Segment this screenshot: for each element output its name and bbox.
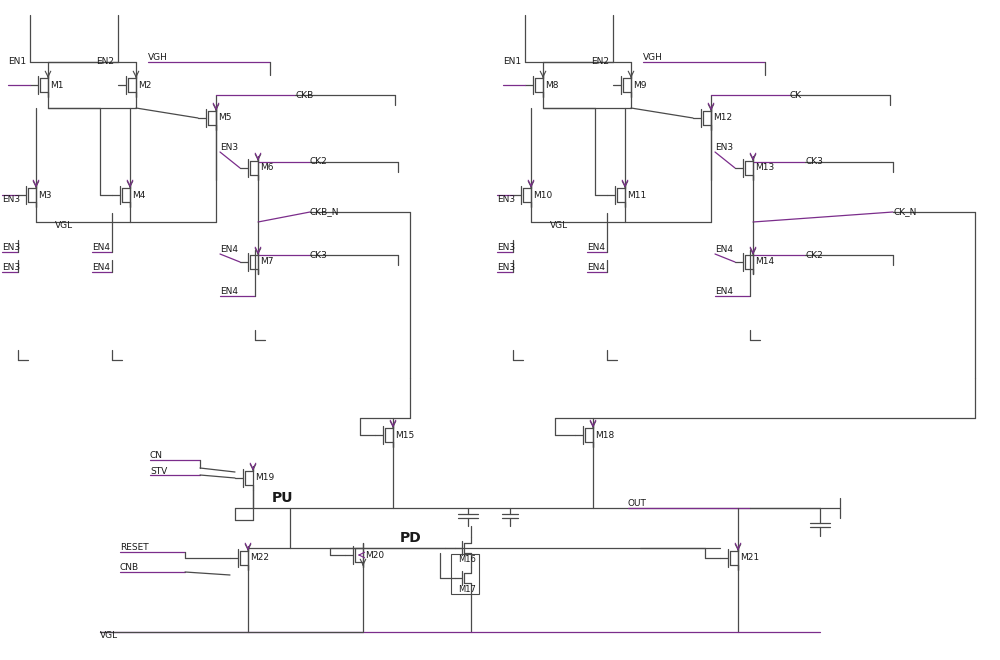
Text: M22: M22 <box>250 554 269 562</box>
Text: EN2: EN2 <box>96 57 114 67</box>
Text: EN1: EN1 <box>8 57 26 67</box>
Text: EN3: EN3 <box>497 263 515 273</box>
Text: M8: M8 <box>545 81 558 90</box>
Text: CK_N: CK_N <box>893 207 916 216</box>
Text: EN4: EN4 <box>220 246 238 255</box>
Text: VGH: VGH <box>643 53 663 63</box>
Text: VGL: VGL <box>55 222 73 230</box>
Text: M20: M20 <box>365 550 384 560</box>
Text: VGL: VGL <box>100 632 118 640</box>
Text: EN4: EN4 <box>92 244 110 253</box>
Text: M14: M14 <box>755 257 774 267</box>
Text: M10: M10 <box>533 191 552 199</box>
Text: M17: M17 <box>458 585 476 595</box>
Text: CK2: CK2 <box>310 158 328 166</box>
Text: STV: STV <box>150 467 167 477</box>
Text: PD: PD <box>400 531 422 545</box>
Text: M15: M15 <box>395 430 414 440</box>
Text: CKB_N: CKB_N <box>310 207 340 216</box>
Text: EN4: EN4 <box>715 246 733 255</box>
Text: CN: CN <box>150 451 163 461</box>
Text: M21: M21 <box>740 554 759 562</box>
Text: M6: M6 <box>260 164 274 172</box>
Text: CK2: CK2 <box>805 251 823 259</box>
Text: EN3: EN3 <box>2 263 20 273</box>
Bar <box>451 554 479 594</box>
Text: VGH: VGH <box>148 53 168 63</box>
Text: EN3: EN3 <box>715 143 733 152</box>
Text: EN3: EN3 <box>220 143 238 152</box>
Text: M7: M7 <box>260 257 274 267</box>
Text: EN2: EN2 <box>591 57 609 67</box>
Text: M16: M16 <box>458 556 476 564</box>
Text: EN4: EN4 <box>587 244 605 253</box>
Text: EN1: EN1 <box>503 57 521 67</box>
Text: EN3: EN3 <box>497 244 515 253</box>
Text: CNB: CNB <box>120 564 139 572</box>
Text: M2: M2 <box>138 81 151 90</box>
Text: CK: CK <box>790 90 802 100</box>
Text: VGL: VGL <box>550 222 568 230</box>
Text: M5: M5 <box>218 114 232 123</box>
Text: EN3: EN3 <box>2 244 20 253</box>
Text: EN4: EN4 <box>587 263 605 273</box>
Text: CK3: CK3 <box>805 158 823 166</box>
Text: M3: M3 <box>38 191 52 199</box>
Text: M9: M9 <box>633 81 646 90</box>
Text: OUT: OUT <box>628 500 647 508</box>
Text: M1: M1 <box>50 81 64 90</box>
Text: M4: M4 <box>132 191 145 199</box>
Text: M19: M19 <box>255 473 274 482</box>
Text: PU: PU <box>272 491 294 505</box>
Text: M18: M18 <box>595 430 614 440</box>
Text: M11: M11 <box>627 191 646 199</box>
Text: M13: M13 <box>755 164 774 172</box>
Text: EN3: EN3 <box>497 195 515 205</box>
Text: CKB: CKB <box>295 90 313 100</box>
Text: CK3: CK3 <box>310 251 328 259</box>
Text: RESET: RESET <box>120 543 149 552</box>
Text: EN4: EN4 <box>715 288 733 296</box>
Text: M12: M12 <box>713 114 732 123</box>
Text: EN4: EN4 <box>92 263 110 273</box>
Text: EN3: EN3 <box>2 195 20 205</box>
Text: EN4: EN4 <box>220 288 238 296</box>
